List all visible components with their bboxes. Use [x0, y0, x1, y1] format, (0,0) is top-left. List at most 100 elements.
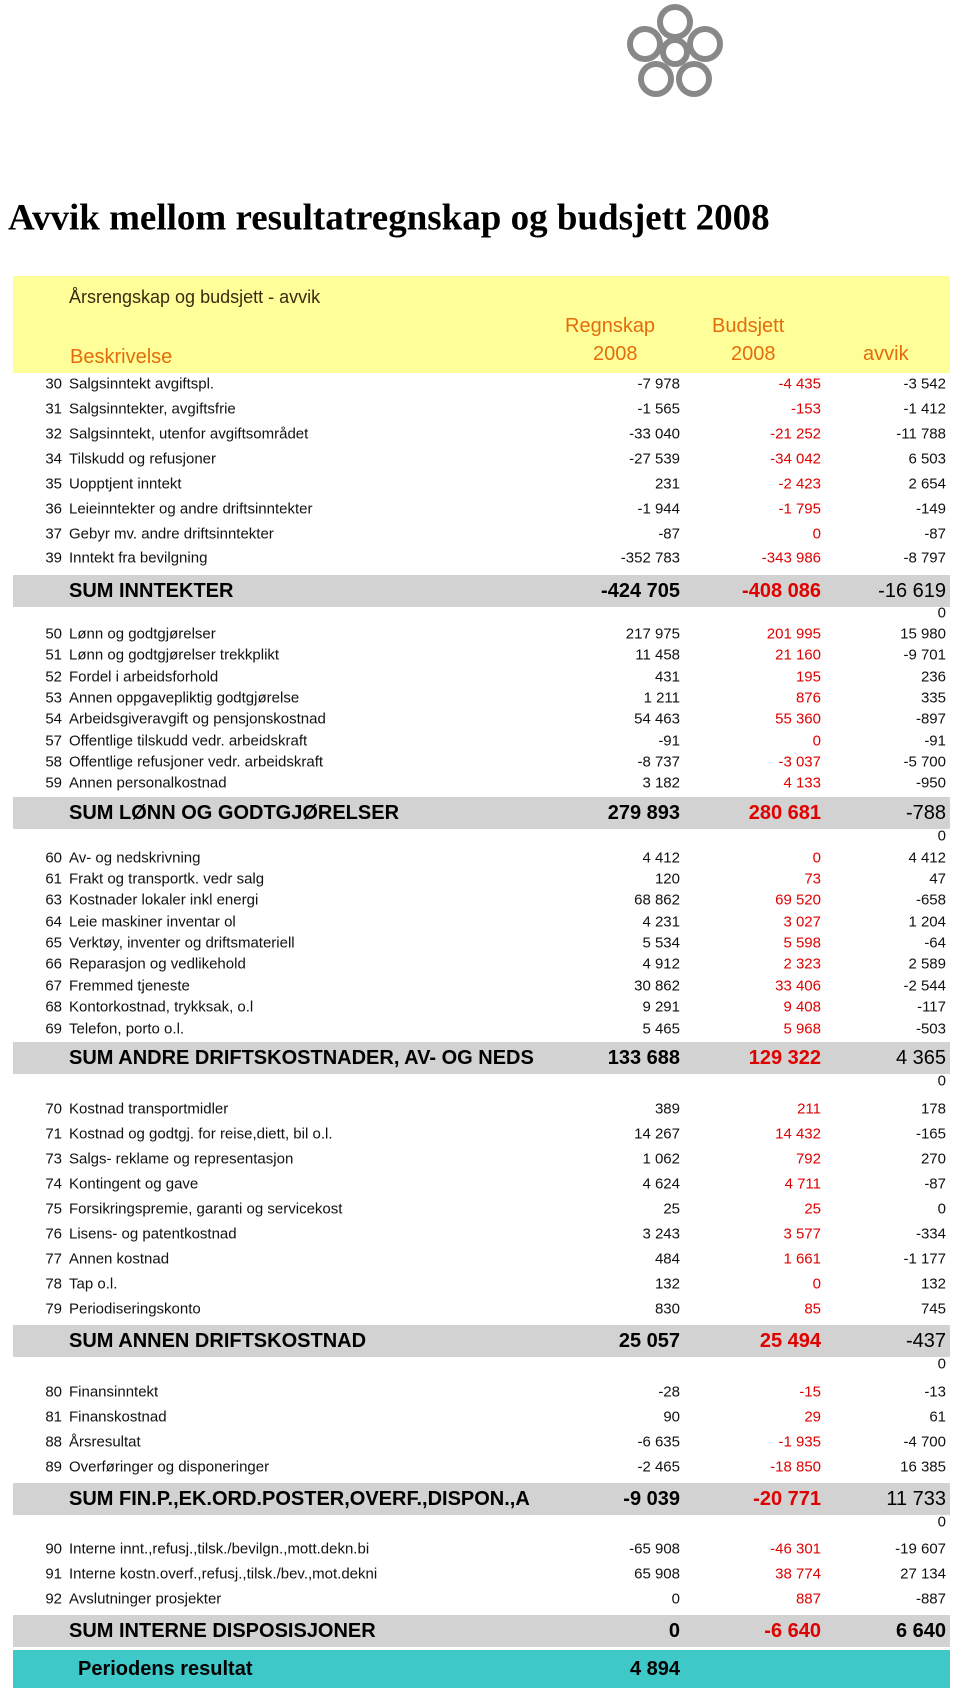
sum-avvik: -437 — [905, 1330, 946, 1353]
description: Telefon, porto o.l. — [69, 1020, 185, 1038]
description: Annen personalkostnad — [69, 774, 227, 792]
budsjett: 5 968 — [783, 1020, 821, 1038]
description: Forsikringspremie, garanti og servicekos… — [69, 1200, 343, 1218]
sum-regnskap: 0 — [668, 1619, 680, 1642]
avvik: -658 — [915, 891, 946, 909]
description: Annen kostnad — [69, 1250, 170, 1268]
budsjett: 0 — [812, 732, 821, 750]
account-number: 90 — [45, 1540, 62, 1558]
regnskap: -33 040 — [629, 425, 680, 443]
budsjett: 201 995 — [766, 625, 821, 643]
account-number: 32 — [45, 425, 62, 443]
account-number: 77 — [45, 1250, 62, 1268]
sum-label: SUM INNTEKTER — [69, 580, 234, 601]
regnskap: 431 — [654, 668, 680, 686]
budsjett: 9 408 — [783, 998, 821, 1016]
description: Reparasjon og vedlikehold — [69, 955, 246, 973]
avvik: -64 — [924, 934, 946, 952]
budsjett: 792 — [795, 1150, 821, 1168]
col-header: avvik — [863, 343, 909, 365]
description: Lønn og godtgjørelser trekkplikt — [69, 646, 280, 664]
sum-regnskap: -424 705 — [601, 579, 680, 602]
description: Gebyr mv. andre driftsinntekter — [69, 525, 274, 543]
budsjett: 0 — [812, 1275, 821, 1293]
description: Tap o.l. — [69, 1275, 118, 1293]
account-number: 34 — [45, 450, 62, 468]
sum-regnskap: -9 039 — [623, 1488, 680, 1511]
description: Kostnad og godtgj. for reise,diett, bil … — [69, 1125, 333, 1143]
avvik: 745 — [920, 1300, 946, 1318]
account-number: 59 — [45, 774, 62, 792]
budsjett: 4 711 — [784, 1175, 821, 1193]
budsjett: 876 — [795, 689, 821, 707]
col-header: Budsjett — [712, 315, 785, 337]
avvik: -897 — [915, 710, 946, 728]
account-number: 37 — [45, 525, 62, 543]
regnskap: 54 463 — [634, 710, 680, 728]
account-number: 74 — [45, 1175, 62, 1193]
budsjett: -1 935 — [778, 1433, 821, 1451]
avvik: -11 788 — [896, 425, 946, 443]
description: Offentlige tilskudd vedr. arbeidskraft — [69, 732, 308, 750]
account-number: 91 — [45, 1565, 62, 1583]
regnskap: 4 624 — [642, 1175, 680, 1193]
avvik: 2 589 — [908, 955, 946, 973]
description: Inntekt fra bevilgning — [69, 549, 208, 567]
sum-band — [13, 797, 950, 830]
avvik: 6 503 — [908, 450, 946, 468]
account-number: 70 — [45, 1100, 62, 1118]
regnskap: 90 — [663, 1408, 680, 1426]
avvik: -5 700 — [903, 753, 946, 771]
regnskap: 120 — [654, 870, 680, 888]
regnskap: -8 737 — [637, 753, 680, 771]
account-number: 78 — [45, 1275, 62, 1293]
description: Leie maskiner inventar ol — [69, 913, 236, 931]
sum-avvik: 11 733 — [886, 1488, 946, 1511]
budsjett: 55 360 — [775, 710, 821, 728]
budsjett: 887 — [795, 1590, 821, 1608]
account-number: 80 — [45, 1383, 62, 1401]
description: Lønn og godtgjørelser — [69, 625, 216, 643]
regnskap: -28 — [658, 1383, 680, 1401]
account-number: 61 — [45, 870, 62, 888]
account-number: 66 — [45, 955, 62, 973]
budsjett: 29 — [804, 1408, 821, 1426]
sum-budsjett: 25 494 — [759, 1330, 821, 1353]
budsjett: 21 160 — [775, 646, 821, 664]
regnskap: 217 975 — [625, 625, 680, 643]
regnskap: -7 978 — [637, 375, 680, 393]
regnskap: 30 862 — [634, 977, 680, 995]
budsjett: 4 133 — [783, 774, 821, 792]
account-number: 60 — [45, 849, 62, 867]
regnskap: 389 — [654, 1100, 680, 1118]
regnskap: 9 291 — [642, 998, 680, 1016]
sum-budsjett: -20 771 — [753, 1488, 821, 1511]
account-number: 50 — [45, 625, 62, 643]
budsjett: -153 — [790, 400, 821, 418]
budsjett: -3 037 — [778, 753, 821, 771]
description: Finansinntekt — [69, 1383, 159, 1401]
col-header: Regnskap — [565, 315, 656, 337]
avvik: 16 385 — [900, 1458, 946, 1476]
avvik: 27 134 — [900, 1565, 946, 1583]
account-number: 89 — [45, 1458, 62, 1476]
budsjett: 38 774 — [775, 1565, 821, 1583]
description: Arbeidsgiveravgift og pensjonskostnad — [69, 710, 326, 728]
description: Salgs- reklame og representasjon — [69, 1150, 294, 1168]
header-band — [13, 276, 950, 373]
sum-band — [13, 1325, 950, 1358]
sum-avvik: -788 — [905, 802, 946, 825]
account-number: 57 — [45, 732, 62, 750]
avvik: 47 — [929, 870, 946, 888]
sum-regnskap: 25 057 — [618, 1330, 680, 1353]
regnskap: -1 944 — [637, 500, 680, 518]
description: Tilskudd og refusjoner — [69, 450, 217, 468]
avvik: -165 — [915, 1125, 946, 1143]
description: Avslutninger prosjekter — [69, 1590, 222, 1608]
budsjett: 0 — [812, 525, 821, 543]
regnskap: 231 — [654, 475, 680, 493]
account-number: 36 — [45, 500, 62, 518]
avvik: 2 654 — [908, 475, 946, 493]
account-number: 54 — [45, 710, 62, 728]
